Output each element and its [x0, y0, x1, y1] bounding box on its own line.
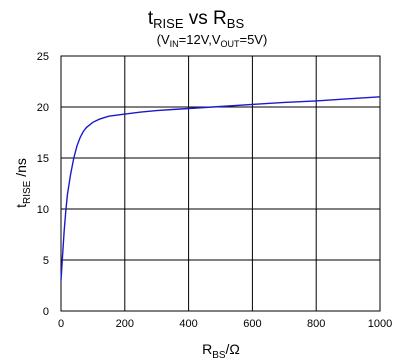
y-tick-label: 10 [37, 204, 49, 216]
x-tick-label: 200 [116, 318, 134, 330]
chart-title: tRISE vs RBS [148, 8, 245, 31]
y-tick-label: 5 [43, 255, 49, 267]
y-tick-label: 25 [37, 51, 49, 63]
y-axis-label: tRISE /ns [13, 158, 33, 208]
x-axis-ticks: 0 200 400 600 800 1000 [58, 318, 392, 330]
x-tick-label: 0 [58, 318, 64, 330]
y-tick-label: 0 [43, 306, 49, 318]
x-tick-label: 600 [243, 318, 261, 330]
series-line [60, 96, 381, 281]
x-tick-label: 400 [179, 318, 197, 330]
x-axis-label: RBS/Ω [202, 341, 240, 361]
y-tick-label: 15 [37, 153, 49, 165]
grid [61, 56, 380, 311]
x-tick-label: 1000 [368, 318, 392, 330]
y-tick-label: 20 [37, 102, 49, 114]
y-axis-ticks: 0 5 10 15 20 25 [37, 51, 49, 318]
plot-area-frame [60, 55, 381, 312]
x-tick-label: 800 [307, 318, 325, 330]
chart-subtitle: (VIN=12V,VOUT=5V) [157, 32, 268, 49]
